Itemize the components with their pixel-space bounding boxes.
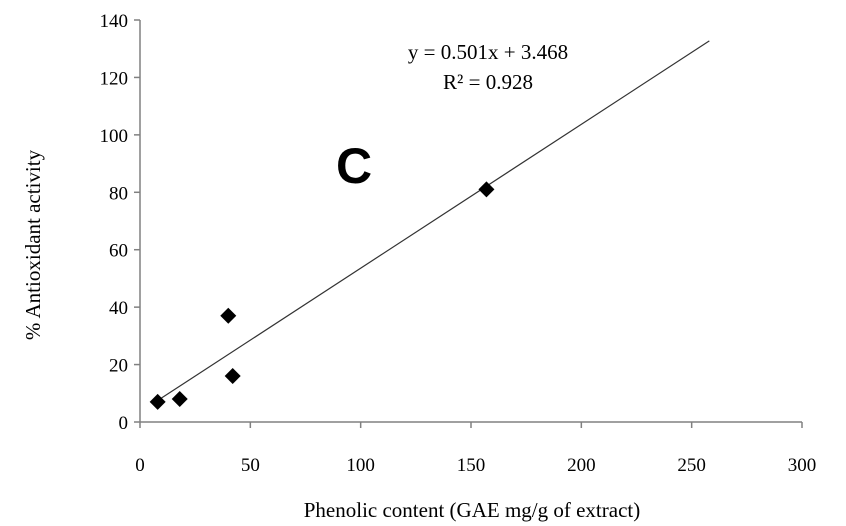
data-point bbox=[149, 393, 166, 410]
y-tick-label: 60 bbox=[109, 241, 128, 262]
y-axis-ticks: 0 20 40 60 80 100 120 140 bbox=[100, 11, 140, 434]
y-tick-label: 140 bbox=[100, 11, 129, 32]
x-tick-label: 0 bbox=[135, 455, 145, 476]
x-axis-ticks: 0 50 100 150 200 250 300 bbox=[135, 422, 816, 476]
x-axis-title: Phenolic content (GAE mg/g of extract) bbox=[304, 498, 640, 522]
data-points bbox=[149, 181, 495, 410]
x-tick-label: 50 bbox=[241, 455, 260, 476]
y-tick-label: 40 bbox=[109, 298, 128, 319]
equation-label: y = 0.501x + 3.468 bbox=[408, 40, 568, 64]
x-tick-label: 250 bbox=[677, 455, 706, 476]
x-tick-label: 150 bbox=[457, 455, 486, 476]
panel-letter: C bbox=[336, 138, 372, 194]
trendline bbox=[157, 40, 710, 402]
data-point bbox=[220, 307, 237, 324]
data-point bbox=[171, 391, 188, 408]
plot-area: 0 20 40 60 80 100 120 140 0 50 100 150 200 250 300 bbox=[100, 11, 817, 476]
x-tick-label: 200 bbox=[567, 455, 596, 476]
x-tick-label: 100 bbox=[346, 455, 375, 476]
y-tick-label: 20 bbox=[109, 356, 128, 377]
y-axis-title: % Antioxidant activity bbox=[21, 149, 45, 340]
data-point bbox=[224, 368, 241, 385]
y-tick-label: 0 bbox=[119, 413, 129, 434]
y-tick-label: 100 bbox=[100, 126, 129, 147]
x-tick-label: 300 bbox=[788, 455, 817, 476]
data-point bbox=[478, 181, 495, 198]
r-squared-label: R² = 0.928 bbox=[443, 70, 533, 94]
y-tick-label: 120 bbox=[100, 68, 129, 89]
y-tick-label: 80 bbox=[109, 183, 128, 204]
